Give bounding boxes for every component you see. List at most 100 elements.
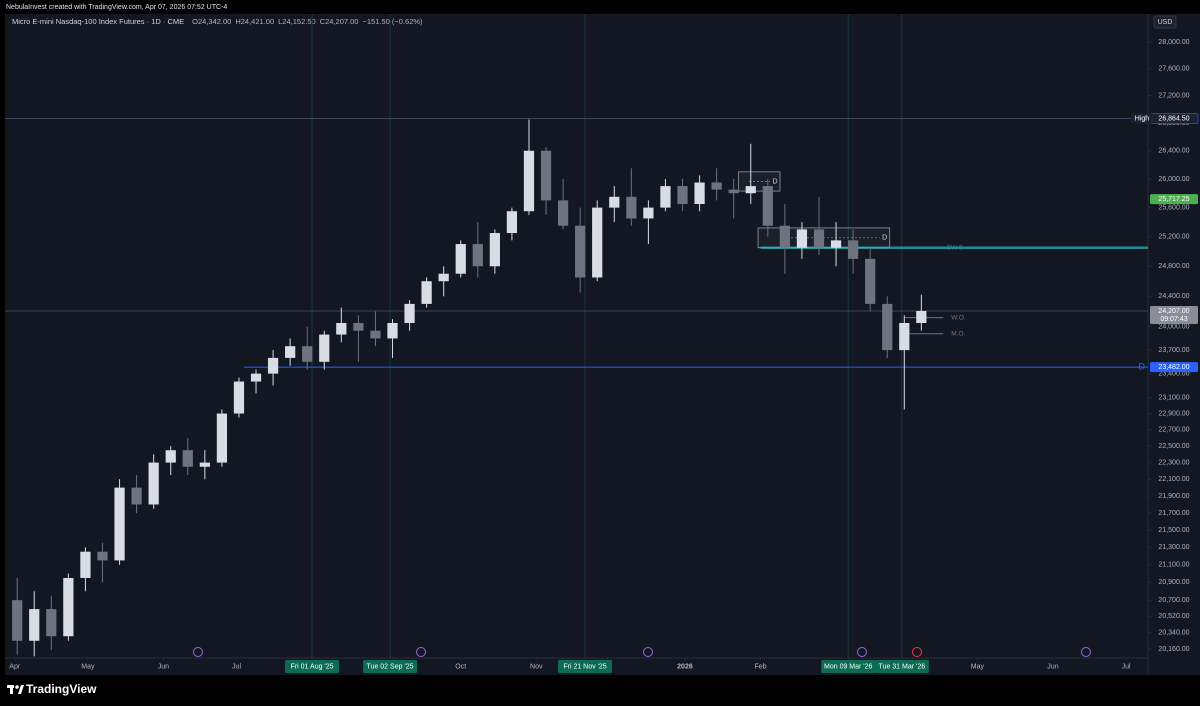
candle-body: [540, 150, 552, 201]
currency-box[interactable]: [1153, 15, 1177, 29]
candle-body: [899, 323, 910, 351]
x-tick-label: Jul: [232, 663, 241, 670]
y-tick-label: 22,300.00: [1158, 459, 1189, 466]
event-icon[interactable]: [1081, 647, 1091, 657]
y-tick-label: 26,400.00: [1158, 148, 1189, 155]
y-tick-label: 23,100.00: [1158, 394, 1189, 401]
candle-body: [557, 200, 569, 226]
zone-label: D: [772, 178, 777, 185]
candle-body: [575, 225, 586, 278]
y-tick-label: 21,300.00: [1158, 544, 1189, 551]
y-tick-label: 27,600.00: [1158, 65, 1189, 72]
x-tick-label: Jul: [1122, 663, 1131, 670]
candle-body: [404, 303, 415, 324]
candle-body: [250, 373, 262, 382]
x-tick-label: May: [971, 663, 985, 670]
candle-body: [353, 323, 364, 331]
candle-body: [592, 207, 603, 278]
candle-body: [745, 186, 756, 194]
y-tick-label: 20,340.00: [1158, 629, 1189, 636]
price-badge: [1150, 362, 1198, 373]
event-icon[interactable]: [857, 647, 867, 657]
x-tick-label: Nov: [530, 663, 543, 670]
event-icon[interactable]: [643, 647, 653, 657]
candle-body: [779, 225, 790, 248]
candle-body: [677, 186, 688, 204]
candle-body: [455, 244, 466, 274]
candle-body: [489, 233, 500, 267]
candle-body: [643, 207, 654, 219]
y-tick-label: 23,400.00: [1158, 370, 1189, 377]
candle-body: [694, 182, 705, 204]
event-icon[interactable]: [912, 647, 922, 657]
y-tick-label: 24,000.00: [1158, 324, 1189, 331]
y-tick-label: 27,200.00: [1158, 92, 1189, 99]
x-tick-label: Oct: [455, 663, 466, 670]
candle-body: [114, 487, 125, 561]
x-marker-badge: [821, 660, 876, 673]
countdown: 09:07:43: [1160, 316, 1187, 323]
y-tick-label: 21,100.00: [1158, 562, 1189, 569]
level-label: W.O.: [951, 314, 966, 321]
event-icon[interactable]: [416, 647, 426, 657]
price-badge: [1150, 305, 1198, 324]
y-tick-label: 23,700.00: [1158, 347, 1189, 354]
y-tick-label: 22,700.00: [1158, 427, 1189, 434]
y-tick-label: 25,600.00: [1158, 204, 1189, 211]
y-tick-label: 22,500.00: [1158, 443, 1189, 450]
candle-body: [63, 577, 74, 637]
candle-body: [882, 303, 893, 351]
logo-mark: [15, 685, 19, 689]
x-marker-badge: [874, 660, 929, 673]
y-tick-label: 21,500.00: [1158, 527, 1189, 534]
y-tick-label: 22,900.00: [1158, 410, 1189, 417]
candle-body: [29, 609, 40, 641]
y-tick-label: 24,400.00: [1158, 293, 1189, 300]
candle-body: [336, 323, 347, 335]
legend-item: H24,421.00: [235, 17, 274, 26]
candle-body: [609, 196, 620, 208]
x-marker-label: Fri 21 Nov '25: [563, 663, 606, 670]
candle-body: [728, 189, 739, 194]
candle-body: [916, 310, 927, 324]
candle-body: [319, 334, 330, 362]
x-marker-label: Fri 01 Aug '25: [291, 663, 334, 670]
candle-body: [626, 196, 637, 219]
y-tick-label: 22,100.00: [1158, 476, 1189, 483]
candle-body: [199, 462, 210, 467]
price-badge-label: 23,482.00: [1158, 364, 1189, 371]
candle-body: [370, 330, 381, 339]
candle-body: [847, 240, 859, 259]
legend-item: L24,152.50: [278, 17, 316, 26]
candle-body: [472, 244, 483, 267]
footer-brand: TradingView: [26, 682, 97, 696]
candle-body: [865, 258, 876, 304]
x-marker-badge: [363, 660, 418, 673]
level-label: M.O.: [951, 331, 965, 338]
x-tick-label: 2026: [677, 663, 693, 670]
price-badge-tag: [1131, 113, 1153, 124]
candle-body: [387, 323, 398, 339]
level-label: CW 9: [946, 244, 963, 251]
zone-label: D: [882, 235, 887, 242]
candle-body: [267, 357, 279, 374]
candle-body: [830, 240, 842, 248]
candle-body: [711, 182, 722, 190]
candle-body: [660, 186, 671, 208]
level-label: D: [1139, 362, 1146, 372]
chart-title: Micro E-mini Nasdaq-100 Index Futures · …: [12, 17, 184, 26]
candle-body: [182, 450, 193, 467]
y-tick-label: 20,900.00: [1158, 579, 1189, 586]
y-tick-label: 20,520.00: [1158, 613, 1189, 620]
legend-item: O24,342.00: [192, 17, 231, 26]
candle-body: [233, 381, 245, 414]
candle-body: [216, 413, 228, 463]
candle-body: [165, 450, 176, 463]
y-tick-label: 20,700.00: [1158, 597, 1189, 604]
price-badge: [1150, 194, 1198, 205]
event-icon[interactable]: [193, 647, 203, 657]
legend-item: −151.50 (−0.62%): [362, 17, 423, 26]
candle-body: [796, 229, 808, 248]
candle-body: [12, 600, 23, 641]
